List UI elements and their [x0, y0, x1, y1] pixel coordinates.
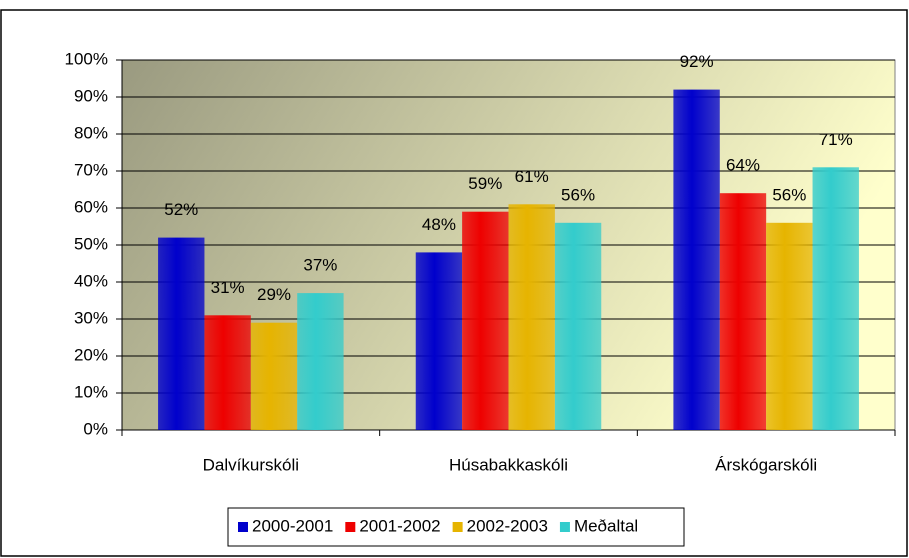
y-tick-label: 0% [83, 419, 108, 438]
bar [462, 211, 509, 430]
y-tick-label: 60% [74, 197, 108, 216]
data-label: 59% [468, 174, 502, 193]
legend-swatch [452, 522, 463, 532]
bar [158, 237, 205, 430]
data-label: 71% [819, 130, 853, 149]
x-tick-label: Árskógarskóli [715, 455, 817, 474]
data-label: 31% [211, 278, 245, 297]
y-tick-label: 50% [74, 234, 108, 253]
y-tick-label: 40% [74, 271, 108, 290]
legend-label: Meðaltal [574, 516, 638, 535]
bar [204, 315, 251, 430]
data-label: 56% [772, 185, 806, 204]
bar [766, 222, 813, 430]
data-label: 48% [422, 215, 456, 234]
bar [415, 252, 463, 430]
y-tick-label: 20% [74, 345, 108, 364]
bar [554, 222, 602, 430]
bar [673, 89, 720, 430]
data-label: 52% [164, 200, 198, 219]
bar [812, 167, 859, 431]
data-label: 29% [257, 285, 291, 304]
data-label: 61% [515, 167, 549, 186]
legend-label: 2000-2001 [252, 516, 333, 535]
bar [508, 204, 555, 430]
y-tick-label: 70% [74, 160, 108, 179]
x-tick-label: Dalvíkurskóli [203, 455, 299, 474]
legend-swatch [559, 522, 570, 532]
legend-swatch [345, 522, 356, 532]
data-label: 92% [680, 52, 714, 71]
y-tick-label: 10% [74, 382, 108, 401]
data-label: 64% [726, 156, 760, 175]
data-label: 37% [303, 256, 337, 275]
bar [250, 322, 298, 430]
y-tick-label: 90% [74, 86, 108, 105]
data-label: 56% [561, 185, 595, 204]
legend-label: 2001-2002 [359, 516, 440, 535]
y-tick-label: 80% [74, 123, 108, 142]
legend-label: 2002-2003 [467, 516, 548, 535]
y-tick-label: 100% [65, 49, 108, 68]
bar [719, 193, 767, 430]
x-tick-label: Húsabakkaskóli [449, 455, 568, 474]
bar [297, 293, 344, 430]
legend-swatch [238, 522, 248, 532]
y-tick-label: 30% [74, 308, 108, 327]
